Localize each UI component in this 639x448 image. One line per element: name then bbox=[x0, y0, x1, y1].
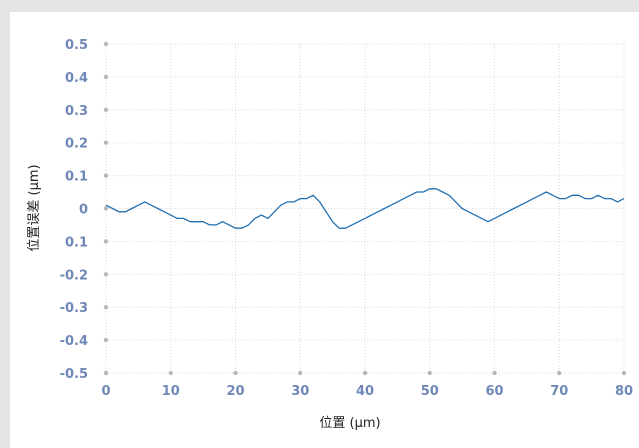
x-tick-label: 80 bbox=[615, 384, 633, 399]
y-tick-label: 0.4 bbox=[65, 71, 88, 86]
y-tick-marker bbox=[103, 206, 109, 211]
y-tick-label: 0.5 bbox=[65, 38, 88, 53]
x-tick-label: 30 bbox=[291, 384, 309, 399]
x-tick-label: 70 bbox=[550, 384, 568, 399]
x-tick-marker bbox=[233, 370, 238, 376]
y-tick-marker bbox=[103, 140, 109, 145]
x-axis-tick-labels: 0 10 20 30 40 50 60 70 80 bbox=[101, 384, 633, 399]
series-line bbox=[105, 188, 625, 229]
y-tick-marker bbox=[103, 173, 109, 178]
y-tick-label: -0.2 bbox=[60, 268, 88, 283]
y-tick-label: 0 bbox=[79, 203, 88, 218]
y-tick-marker bbox=[103, 41, 109, 47]
y-axis-tick-markers bbox=[103, 41, 109, 376]
x-tick-label: 0 bbox=[101, 384, 110, 399]
x-tick-marker bbox=[492, 370, 497, 376]
x-tick-label: 40 bbox=[356, 384, 374, 399]
x-tick-label: 20 bbox=[226, 384, 244, 399]
y-tick-marker bbox=[103, 305, 109, 310]
x-tick-marker bbox=[103, 370, 109, 376]
x-tick-marker bbox=[168, 370, 173, 376]
y-tick-label: 0.1 bbox=[65, 170, 88, 185]
y-tick-label: -0.5 bbox=[60, 367, 88, 382]
y-tick-label: 0.1 bbox=[65, 235, 88, 250]
x-tick-marker bbox=[298, 370, 303, 376]
x-tick-marker bbox=[621, 370, 627, 376]
y-tick-marker bbox=[103, 272, 109, 277]
y-tick-marker bbox=[103, 74, 109, 80]
y-tick-label: -0.4 bbox=[60, 334, 88, 349]
y-tick-marker bbox=[103, 337, 109, 343]
y-tick-label: 0.3 bbox=[65, 104, 88, 119]
chart-panel bbox=[10, 12, 639, 448]
x-tick-label: 10 bbox=[162, 384, 180, 399]
x-tick-marker bbox=[362, 370, 368, 376]
x-tick-label: 60 bbox=[485, 384, 503, 399]
y-tick-marker bbox=[103, 107, 109, 113]
y-tick-label: -0.3 bbox=[60, 301, 88, 316]
x-tick-label: 50 bbox=[421, 384, 439, 399]
y-tick-marker bbox=[103, 239, 109, 244]
x-tick-marker bbox=[427, 370, 432, 376]
y-axis-title: 位置误差 (μm) bbox=[27, 164, 42, 251]
y-axis-tick-labels: 0.5 0.4 0.3 0.2 0.1 0 0.1 -0.2 -0.3 -0.4 -0.5 bbox=[60, 38, 88, 382]
x-tick-marker bbox=[557, 370, 562, 376]
x-axis-title: 位置 (μm) bbox=[319, 416, 380, 431]
y-tick-label: 0.2 bbox=[65, 137, 88, 152]
gridlines bbox=[105, 43, 625, 374]
x-axis-tick-markers bbox=[103, 370, 627, 376]
